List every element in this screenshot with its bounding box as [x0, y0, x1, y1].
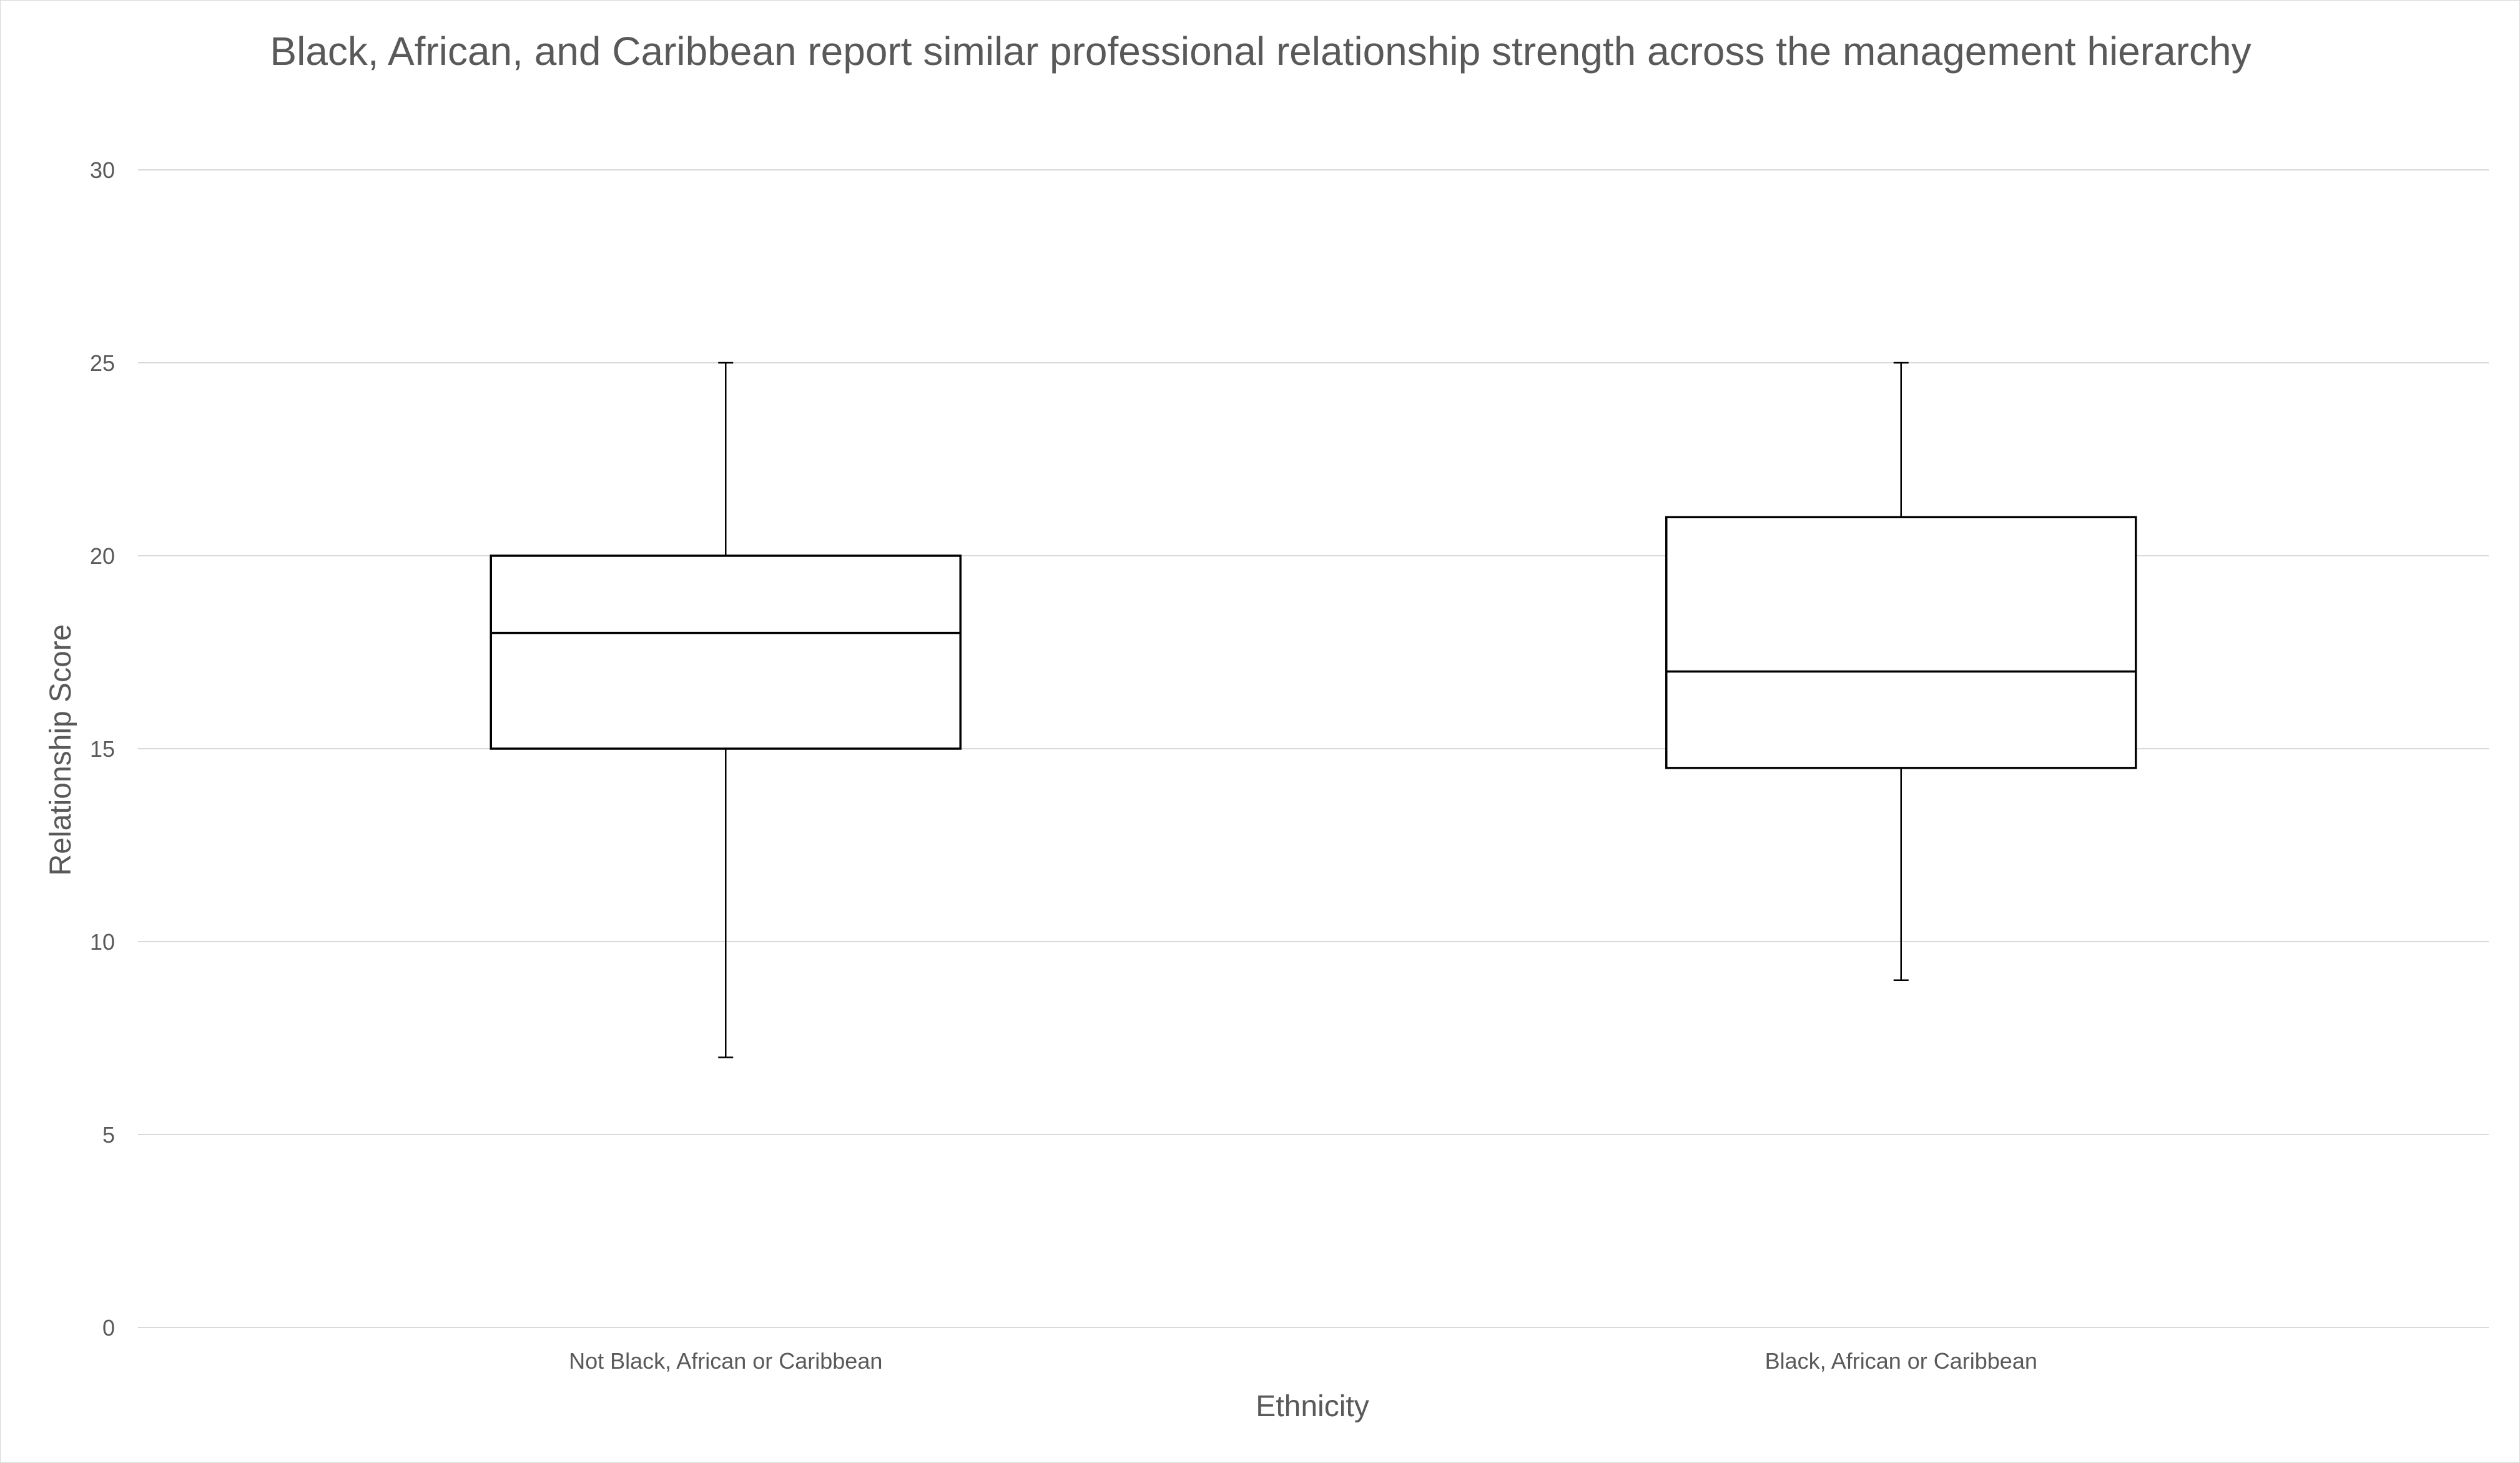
y-tick-label: 5: [102, 1122, 115, 1148]
x-axis-tick-labels: Not Black, African or Caribbean Black, Af…: [569, 1348, 2037, 1374]
y-tick-label: 20: [90, 543, 115, 569]
y-tick-label: 30: [90, 157, 115, 183]
y-axis-title: Relationship Score: [44, 624, 77, 876]
box-group: [1665, 362, 2137, 982]
box-group: [490, 362, 962, 1058]
y-tick-label: 15: [90, 736, 115, 762]
x-tick-label: Black, African or Caribbean: [1765, 1348, 2037, 1374]
y-axis-tick-labels: 0 5 10 15 20 25 30: [90, 157, 115, 1341]
boxes: [490, 362, 2137, 1058]
y-tick-label: 10: [90, 929, 115, 955]
iqr-box: [490, 554, 962, 750]
x-axis-title: Ethnicity: [1256, 1390, 1369, 1423]
y-tick-label: 0: [102, 1315, 115, 1341]
chart-title: Black, African, and Caribbean report sim…: [270, 29, 2252, 74]
x-tick-label: Not Black, African or Caribbean: [569, 1348, 882, 1374]
iqr-box: [1665, 516, 2137, 769]
y-tick-label: 25: [90, 350, 115, 376]
